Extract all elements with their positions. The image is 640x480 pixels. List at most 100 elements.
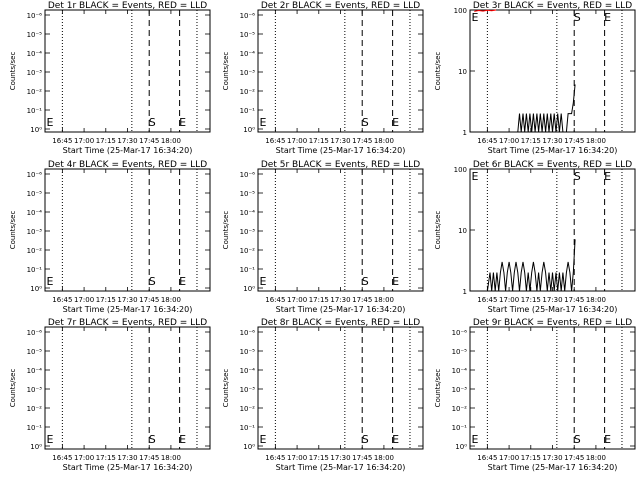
y-tick-label: 10⁻³ [27, 228, 43, 236]
event-marker-E: E [260, 275, 267, 288]
event-marker-E: E [392, 116, 399, 129]
chart-title: Det 3r BLACK = Events, RED = LLD [473, 1, 632, 11]
x-tick-label: 17:45 [139, 454, 159, 462]
y-tick-label: 10⁻³ [452, 386, 468, 394]
x-tick-label: 18:00 [374, 454, 394, 462]
y-axis-label: Counts/sec [9, 211, 17, 250]
y-tick-label: 10⁻³ [27, 386, 43, 394]
x-tick-label: 18:00 [161, 454, 181, 462]
y-tick-label: 10⁻¹ [240, 107, 256, 115]
y-tick-label: 10⁻¹ [240, 424, 256, 432]
event-marker-S: S [574, 11, 581, 24]
x-tick-label: 18:00 [374, 137, 394, 145]
event-marker-S: S [362, 116, 369, 129]
x-tick-label: 17:00 [287, 137, 307, 145]
x-axis-label: Start Time (25-Mar-17 16:34:20) [63, 463, 193, 472]
plot-frame [257, 9, 424, 133]
plot-frame [257, 326, 424, 450]
panel-9: Det 9r BLACK = Events, RED = LLD Start Ti… [434, 318, 636, 472]
x-tick-label: 17:30 [542, 137, 562, 145]
event-marker-S: S [362, 433, 369, 446]
y-tick-label: 10⁻⁴ [240, 209, 256, 217]
y-tick-label: 10⁻³ [240, 69, 256, 77]
x-tick-label: 18:00 [161, 137, 181, 145]
x-axis-label: Start Time (25-Mar-17 16:34:20) [63, 305, 193, 314]
panel-1: Det 1r BLACK = Events, RED = LLD Start Ti… [9, 1, 211, 155]
y-tick-label: 10⁻² [27, 88, 43, 96]
x-tick-label: 18:00 [586, 296, 606, 304]
plot-frame [469, 326, 636, 450]
event-marker-E: E [260, 433, 267, 446]
x-tick-label: 17:00 [499, 137, 519, 145]
x-tick-label: 17:45 [352, 454, 372, 462]
y-tick-label: 10⁻⁵ [240, 348, 256, 356]
event-marker-E: E [472, 433, 479, 446]
y-tick-label: 10⁻¹ [452, 424, 468, 432]
x-axis-label: Start Time (25-Mar-17 16:34:20) [63, 146, 193, 155]
x-tick-label: 18:00 [586, 454, 606, 462]
panel-6: Det 6r BLACK = Events, RED = LLD Start Ti… [434, 160, 636, 314]
panel-8: Det 8r BLACK = Events, RED = LLD Start Ti… [222, 318, 424, 472]
panel-4: Det 4r BLACK = Events, RED = LLD Start Ti… [9, 160, 211, 314]
plot-frame [44, 168, 211, 292]
y-tick-label: 10⁻⁵ [27, 190, 43, 198]
y-tick-label: 10⁻⁵ [240, 31, 256, 39]
y-axis-label: Counts/sec [222, 52, 230, 91]
x-tick-label: 17:00 [287, 296, 307, 304]
y-tick-label: 100 [454, 166, 467, 174]
y-tick-label: 10 [458, 68, 467, 76]
y-axis-label: Counts/sec [434, 211, 442, 250]
y-tick-label: 10⁻² [240, 405, 256, 413]
x-tick-label: 17:00 [287, 454, 307, 462]
event-marker-E: E [604, 170, 611, 183]
y-tick-label: 10⁻⁶ [240, 329, 256, 337]
event-marker-E: E [179, 433, 186, 446]
x-axis-label: Start Time (25-Mar-17 16:34:20) [488, 463, 618, 472]
y-tick-label: 10⁻⁶ [27, 171, 43, 179]
x-tick-label: 17:15 [96, 137, 116, 145]
event-marker-E: E [179, 275, 186, 288]
x-tick-label: 17:30 [330, 137, 350, 145]
x-tick-label: 17:30 [542, 296, 562, 304]
event-marker-E: E [472, 11, 479, 24]
event-marker-S: S [149, 433, 156, 446]
y-tick-label: 10 [458, 227, 467, 235]
x-tick-label: 17:00 [499, 454, 519, 462]
x-tick-label: 16:45 [265, 296, 285, 304]
panel-5: Det 5r BLACK = Events, RED = LLD Start Ti… [222, 160, 424, 314]
series-line [483, 239, 576, 292]
y-tick-label: 10⁻⁴ [27, 209, 43, 217]
x-tick-label: 17:15 [521, 296, 541, 304]
event-marker-S: S [149, 116, 156, 129]
x-tick-label: 17:30 [117, 296, 137, 304]
y-tick-label: 10⁻² [452, 405, 468, 413]
event-marker-S: S [574, 433, 581, 446]
chart-title: Det 8r BLACK = Events, RED = LLD [261, 318, 420, 328]
x-tick-label: 17:45 [139, 137, 159, 145]
x-tick-label: 17:45 [564, 137, 584, 145]
y-tick-label: 10⁰ [30, 126, 42, 134]
x-tick-label: 17:45 [564, 296, 584, 304]
panel-3: Det 3r BLACK = Events, RED = LLD Start Ti… [434, 1, 636, 155]
y-tick-label: 1 [463, 288, 467, 296]
y-tick-label: 10⁻⁶ [27, 12, 43, 20]
x-tick-label: 16:45 [52, 137, 72, 145]
x-tick-label: 17:30 [117, 454, 137, 462]
series-line [474, 9, 497, 12]
y-tick-label: 10⁻⁶ [240, 171, 256, 179]
x-tick-label: 16:45 [477, 296, 497, 304]
x-tick-label: 16:45 [477, 454, 497, 462]
y-tick-label: 10⁻⁵ [27, 31, 43, 39]
event-marker-E: E [472, 170, 479, 183]
chart-title: Det 5r BLACK = Events, RED = LLD [261, 160, 420, 170]
y-tick-label: 10⁻⁴ [240, 367, 256, 375]
x-tick-label: 16:45 [52, 454, 72, 462]
chart-title: Det 2r BLACK = Events, RED = LLD [261, 1, 420, 11]
x-tick-label: 17:00 [74, 296, 94, 304]
x-tick-label: 17:00 [74, 137, 94, 145]
y-tick-label: 10⁻² [27, 405, 43, 413]
y-tick-label: 10⁻³ [27, 69, 43, 77]
y-tick-label: 1 [463, 129, 467, 137]
x-axis-label: Start Time (25-Mar-17 16:34:20) [488, 146, 618, 155]
x-tick-label: 17:45 [352, 137, 372, 145]
